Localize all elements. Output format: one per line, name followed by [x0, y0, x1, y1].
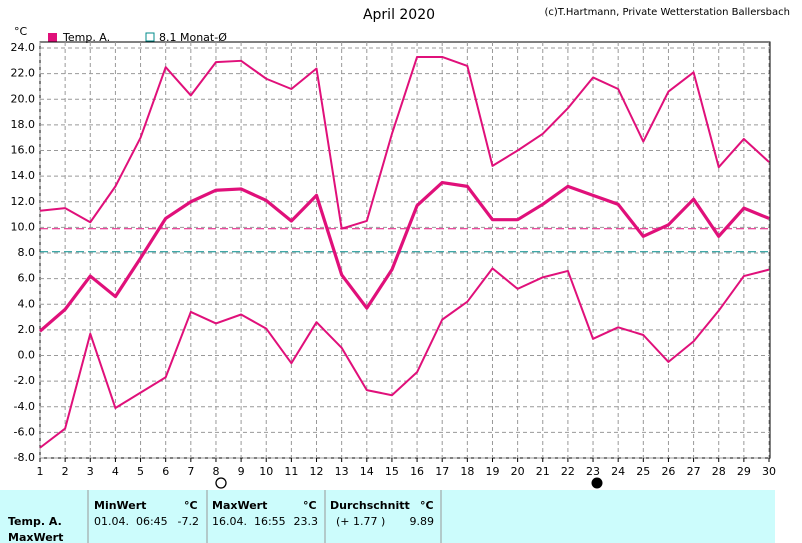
- y-tick-label: 20.0: [11, 92, 36, 105]
- x-tick-label: 30: [762, 465, 776, 478]
- plot-area: -8.0 -6.0 -4.0 -2.0 0.0 2.0 4.0 6.0 8.0 10.0 12.0 1…: [11, 41, 777, 478]
- y-tick-label: -4.0: [14, 400, 35, 413]
- x-tick-label: 23: [586, 465, 600, 478]
- table-cell: -7.2: [178, 515, 199, 528]
- x-tick-label: 27: [687, 465, 701, 478]
- y-tick-label: 18.0: [11, 118, 36, 131]
- x-tick-label: 6: [162, 465, 169, 478]
- legend-label: 8.1 Monat-Ø: [159, 31, 227, 44]
- y-tick-label: -6.0: [14, 425, 35, 438]
- table-lines: [87, 490, 442, 543]
- x-tick-label: 28: [712, 465, 726, 478]
- y-tick-label: -2.0: [14, 374, 35, 387]
- table-cell: (+ 1.77 ): [336, 515, 385, 528]
- table-header: Durchschnitt: [330, 499, 410, 512]
- stats-table-bg: [0, 490, 775, 543]
- table-header: MinWert: [94, 499, 146, 512]
- y-tick-label: 16.0: [11, 144, 36, 157]
- x-tick-label: 3: [87, 465, 94, 478]
- x-tick-label: 14: [360, 465, 374, 478]
- x-tick-label: 15: [385, 465, 399, 478]
- x-tick-label: 12: [310, 465, 324, 478]
- line-series: [39, 55, 770, 230]
- x-tick-label: 17: [435, 465, 449, 478]
- y-tick-label: 10.0: [11, 220, 36, 233]
- x-tick-label: 9: [238, 465, 245, 478]
- x-tick-label: 4: [112, 465, 119, 478]
- x-tick-label: 18: [460, 465, 474, 478]
- x-tick-label: 25: [636, 465, 650, 478]
- table-header: °C: [184, 499, 198, 512]
- legend-label: Temp. A.: [62, 31, 110, 44]
- x-tick-label: 21: [536, 465, 550, 478]
- x-tick-label: 26: [661, 465, 675, 478]
- y-tick-label: 12.0: [11, 195, 36, 208]
- y-tick-label: 8.0: [18, 246, 36, 259]
- table-cell: 23.3: [294, 515, 319, 528]
- y-tick-label: 6.0: [18, 272, 36, 285]
- full-moon-icon: [215, 477, 227, 489]
- table-cell: 16.04. 16:55: [212, 515, 286, 528]
- x-tick-label: 20: [511, 465, 525, 478]
- x-tick-label: 11: [284, 465, 298, 478]
- new-moon-icon: [591, 477, 603, 489]
- table-header: °C: [420, 499, 434, 512]
- table-cell: 9.89: [410, 515, 435, 528]
- x-tick-label: 2: [62, 465, 69, 478]
- legend-swatch: [145, 32, 155, 42]
- x-tick-label: 5: [137, 465, 144, 478]
- x-tick-label: 13: [335, 465, 349, 478]
- y-tick-label: 0.0: [18, 349, 36, 362]
- x-tick-label: 7: [187, 465, 194, 478]
- table-header: °C: [303, 499, 317, 512]
- row-label: Temp. A.: [8, 515, 62, 528]
- x-tick-label: 29: [737, 465, 751, 478]
- chart-title: April 2020: [363, 7, 435, 23]
- y-axis-label: °C: [14, 25, 28, 38]
- x-tick-label: 24: [611, 465, 625, 478]
- x-tick-label: 8: [212, 465, 219, 478]
- x-tick-label: 19: [485, 465, 499, 478]
- x-tick-label: 10: [259, 465, 273, 478]
- y-tick-label: 14.0: [11, 169, 36, 182]
- table-header: MaxWert: [212, 499, 267, 512]
- y-tick-label: 2.0: [18, 323, 36, 336]
- y-tick-label: 24.0: [11, 41, 36, 54]
- x-tick-label: 16: [410, 465, 424, 478]
- line-series: [39, 267, 770, 449]
- x-tick-label: 1: [37, 465, 44, 478]
- y-tick-label: 22.0: [11, 67, 36, 80]
- row-label: MaxWert: [8, 531, 63, 543]
- legend-swatch: [48, 33, 57, 42]
- table-cell: 01.04. 06:45: [94, 515, 168, 528]
- line-series: [38, 180, 770, 333]
- x-tick-label: 22: [561, 465, 575, 478]
- y-tick-label: -8.0: [14, 451, 35, 464]
- credit: (c)T.Hartmann, Private Wetterstation Bal…: [544, 7, 790, 18]
- y-tick-label: 4.0: [18, 297, 36, 310]
